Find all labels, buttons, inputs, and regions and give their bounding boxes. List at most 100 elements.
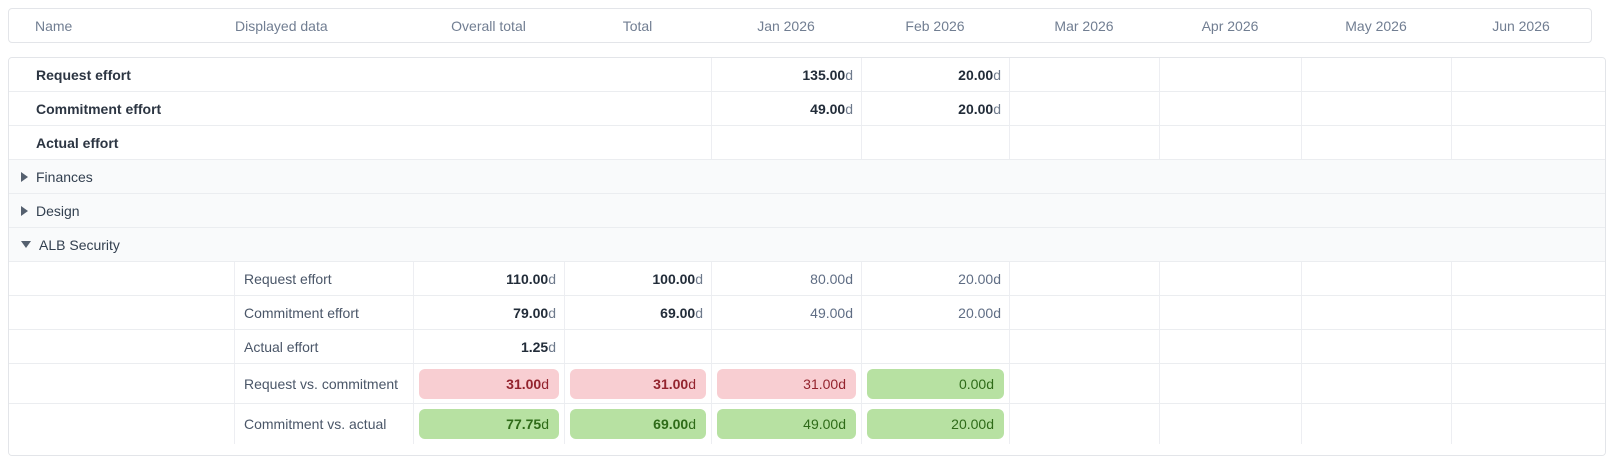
triangle-right-icon[interactable] bbox=[21, 205, 28, 216]
displayed-data-label: Request effort bbox=[244, 270, 332, 287]
cell-name-empty bbox=[9, 262, 234, 295]
variance-chip-positive: 49.00 d bbox=[717, 409, 856, 439]
displayed-data-label: Request vs. commitment bbox=[244, 375, 399, 392]
group-row-alb-security[interactable]: ALB Security bbox=[9, 228, 1605, 262]
row-alb-commitment-effort: Commitment effort 79.00 d 69.00 d 49.00 d 2… bbox=[9, 296, 1605, 330]
group-row-finances[interactable]: Finances bbox=[9, 160, 1605, 194]
cell-apr bbox=[1159, 92, 1301, 125]
cell-mar bbox=[1009, 296, 1159, 329]
cell-jun bbox=[1451, 404, 1605, 444]
cell-total: 69.00 d bbox=[564, 404, 711, 444]
row-label: Commitment effort bbox=[36, 100, 162, 117]
cell-apr bbox=[1159, 58, 1301, 91]
cell-mar bbox=[1009, 364, 1159, 403]
cell-may bbox=[1301, 126, 1451, 159]
cell-may bbox=[1301, 92, 1451, 125]
group-row-design[interactable]: Design bbox=[9, 194, 1605, 228]
cell-feb: 20.00 d bbox=[861, 404, 1009, 444]
cell-jun bbox=[1451, 296, 1605, 329]
cell-apr bbox=[1159, 296, 1301, 329]
variance-chip-negative: 31.00 d bbox=[570, 368, 706, 399]
cell-displayed-data: Request effort bbox=[234, 262, 413, 295]
cell-feb bbox=[861, 330, 1009, 363]
cell-jan: 49.00 d bbox=[711, 92, 861, 125]
row-label-cell: Commitment effort bbox=[9, 92, 711, 125]
col-header-may-2026: May 2026 bbox=[1345, 17, 1407, 34]
cell-mar bbox=[1009, 262, 1159, 295]
cell-jun bbox=[1451, 262, 1605, 295]
variance-chip-positive: 77.75 d bbox=[419, 409, 559, 439]
cell-apr bbox=[1159, 262, 1301, 295]
cell-mar bbox=[1009, 404, 1159, 444]
cell-jun bbox=[1451, 92, 1605, 125]
cell-feb bbox=[861, 126, 1009, 159]
cell-mar bbox=[1009, 330, 1159, 363]
cell-jun bbox=[1451, 58, 1605, 91]
cell-overall-total: 79.00 d bbox=[413, 296, 564, 329]
cell-mar bbox=[1009, 126, 1159, 159]
col-header-overall-total: Overall total bbox=[451, 17, 526, 34]
cell-apr bbox=[1159, 404, 1301, 444]
col-header-jun-2026: Jun 2026 bbox=[1492, 17, 1550, 34]
col-header-displayed-data: Displayed data bbox=[235, 17, 328, 34]
cell-overall-total: 77.75 d bbox=[413, 404, 564, 444]
cell-may bbox=[1301, 404, 1451, 444]
table-header: Name Displayed data Overall total Total … bbox=[8, 8, 1592, 43]
row-label-cell: Request effort bbox=[9, 58, 711, 91]
variance-chip-positive: 0.00 d bbox=[867, 368, 1004, 399]
cell-total: 69.00 d bbox=[564, 296, 711, 329]
cell-may bbox=[1301, 262, 1451, 295]
displayed-data-label: Commitment vs. actual bbox=[244, 416, 387, 432]
col-header-name: Name bbox=[35, 17, 73, 34]
cell-displayed-data: Request vs. commitment bbox=[234, 364, 413, 403]
triangle-right-icon[interactable] bbox=[21, 171, 28, 182]
cell-overall-total: 31.00 d bbox=[413, 364, 564, 403]
row-alb-commitment-vs-actual: Commitment vs. actual 77.75 d 69.00 d 49.0… bbox=[9, 404, 1605, 444]
cell-total: 100.00 d bbox=[564, 262, 711, 295]
cell-jan: 80.00 d bbox=[711, 262, 861, 295]
cell-mar bbox=[1009, 58, 1159, 91]
cell-name-empty bbox=[9, 296, 234, 329]
displayed-data-label: Actual effort bbox=[244, 338, 319, 355]
cell-feb: 20.00 d bbox=[861, 92, 1009, 125]
cell-jan bbox=[711, 126, 861, 159]
group-label: Finances bbox=[36, 168, 93, 185]
row-actual-effort-summary: Actual effort bbox=[9, 126, 1605, 160]
cell-jun bbox=[1451, 126, 1605, 159]
cell-total: 31.00 d bbox=[564, 364, 711, 403]
table-bottom-filler bbox=[9, 444, 1605, 455]
col-header-jan-2026: Jan 2026 bbox=[757, 17, 815, 34]
cell-name-empty bbox=[9, 330, 234, 363]
table-body: Request effort 135.00 d 20.00 d Commitment… bbox=[8, 57, 1606, 456]
cell-may bbox=[1301, 330, 1451, 363]
cell-name-empty bbox=[9, 404, 234, 444]
cell-jan: 49.00 d bbox=[711, 296, 861, 329]
row-request-effort-summary: Request effort 135.00 d 20.00 d bbox=[9, 58, 1605, 92]
cell-apr bbox=[1159, 330, 1301, 363]
row-commitment-effort-summary: Commitment effort 49.00 d 20.00 d bbox=[9, 92, 1605, 126]
variance-chip-positive: 20.00 d bbox=[867, 409, 1004, 439]
cell-feb: 0.00 d bbox=[861, 364, 1009, 403]
cell-feb: 20.00 d bbox=[861, 58, 1009, 91]
cell-may bbox=[1301, 364, 1451, 403]
cell-may bbox=[1301, 296, 1451, 329]
displayed-data-label: Commitment effort bbox=[244, 304, 359, 321]
cell-feb: 20.00 d bbox=[861, 296, 1009, 329]
cell-overall-total: 110.00 d bbox=[413, 262, 564, 295]
cell-displayed-data: Actual effort bbox=[234, 330, 413, 363]
cell-jan: 49.00 d bbox=[711, 404, 861, 444]
cell-apr bbox=[1159, 364, 1301, 403]
cell-apr bbox=[1159, 126, 1301, 159]
row-label: Request effort bbox=[36, 66, 131, 83]
cell-overall-total: 1.25 d bbox=[413, 330, 564, 363]
col-header-feb-2026: Feb 2026 bbox=[905, 17, 965, 34]
triangle-down-icon[interactable] bbox=[21, 241, 31, 248]
cell-total bbox=[564, 330, 711, 363]
cell-jan: 31.00 d bbox=[711, 364, 861, 403]
cell-may bbox=[1301, 58, 1451, 91]
col-header-total: Total bbox=[622, 17, 653, 34]
cell-mar bbox=[1009, 92, 1159, 125]
header-row: Name Displayed data Overall total Total … bbox=[9, 9, 1591, 42]
variance-chip-negative: 31.00 d bbox=[717, 368, 856, 399]
row-label-cell: Actual effort bbox=[9, 126, 711, 159]
